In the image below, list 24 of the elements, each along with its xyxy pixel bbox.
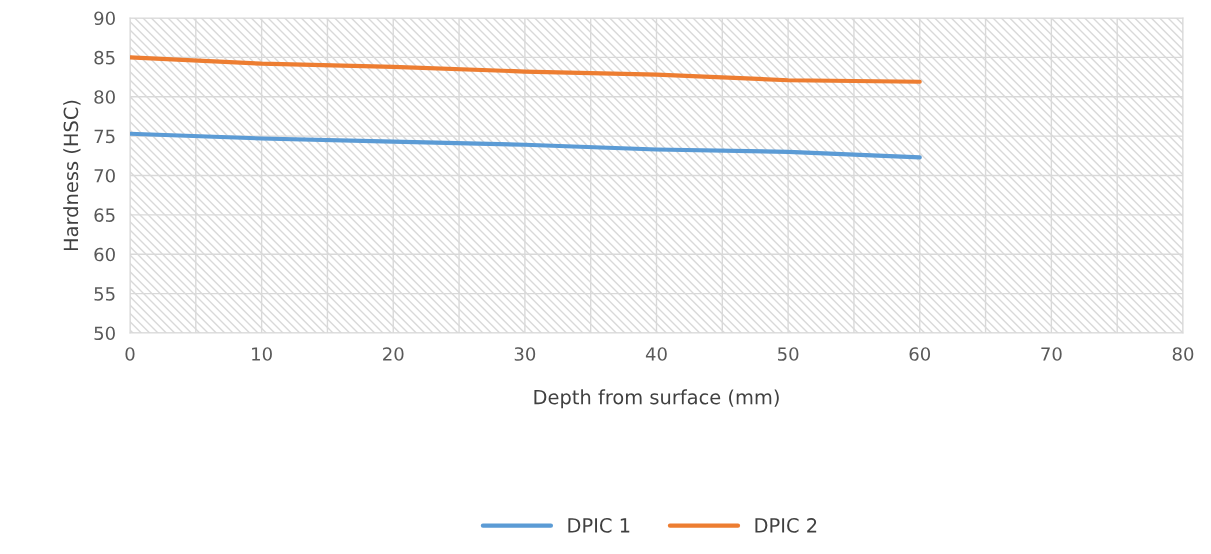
y-tick-label: 65 <box>94 208 115 222</box>
x-tick-label: 50 <box>778 347 799 361</box>
x-tick-label: 20 <box>383 347 404 361</box>
y-tick-label: 60 <box>94 247 115 262</box>
x-tick-label: 0 <box>125 347 135 361</box>
y-tick-label: 75 <box>94 129 115 144</box>
legend-label: DPIC 2 <box>755 518 817 533</box>
y-tick-label: 80 <box>94 90 115 104</box>
y-tick-label: 85 <box>94 50 115 65</box>
line-series <box>130 55 922 84</box>
y-tick-label: 50 <box>94 326 115 341</box>
y-tick-label: 90 <box>94 11 115 26</box>
x-tick-label: 30 <box>514 347 536 361</box>
line-series <box>130 131 922 160</box>
x-tick-label: 40 <box>645 347 667 361</box>
y-axis-title: Hardness (HSC) <box>63 100 81 251</box>
legend-label: DPIC 1 <box>568 518 630 533</box>
x-axis-title: Depth from surface (mm) <box>534 389 779 409</box>
x-tick-label: 10 <box>252 347 272 361</box>
x-tick-label: 70 <box>1041 347 1062 361</box>
x-tick-label: 80 <box>1172 347 1194 361</box>
x-tick-label: 60 <box>909 347 931 361</box>
y-tick-label: 70 <box>94 168 115 183</box>
y-tick-label: 55 <box>94 287 115 301</box>
